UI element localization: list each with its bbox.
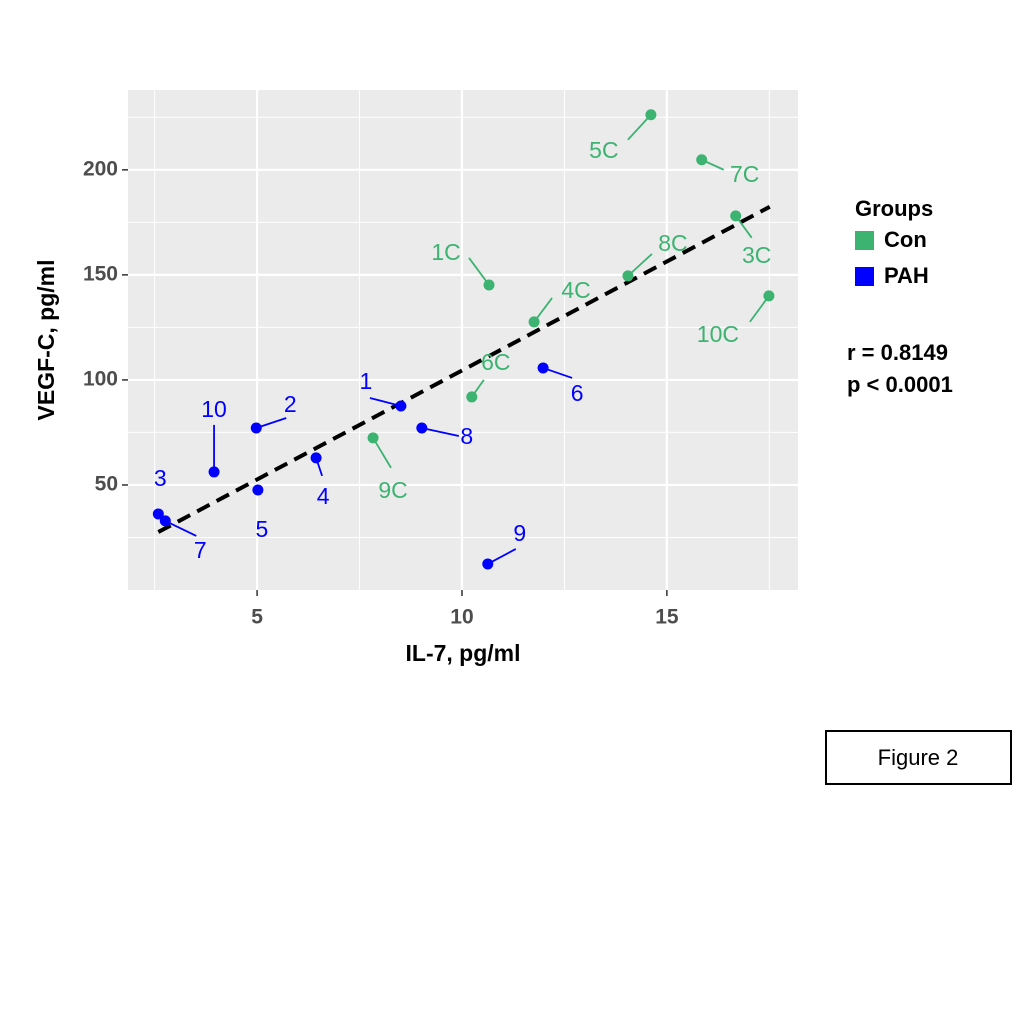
point bbox=[528, 316, 540, 328]
point bbox=[395, 400, 407, 412]
leader-line bbox=[372, 437, 392, 469]
figure-label: Figure 2 bbox=[878, 745, 959, 770]
leader-line bbox=[468, 257, 490, 286]
point-label: 10 bbox=[201, 396, 227, 422]
y-tick-label: 200 bbox=[83, 157, 118, 180]
y-axis-title: VEGF-C, pg/ml bbox=[33, 260, 59, 421]
legend-label: PAH bbox=[884, 263, 929, 288]
point-label: 1C bbox=[431, 239, 460, 265]
point-label: 2 bbox=[284, 391, 297, 417]
point-label: 8 bbox=[460, 423, 473, 449]
point-label: 3 bbox=[154, 465, 167, 491]
point bbox=[367, 432, 379, 444]
point-label: 9 bbox=[513, 520, 526, 546]
legend-label: Con bbox=[884, 227, 927, 252]
point bbox=[159, 515, 171, 527]
point-label: 10C bbox=[697, 321, 739, 347]
grid bbox=[128, 90, 798, 590]
point-label: 7 bbox=[194, 537, 207, 563]
y-tick-label: 150 bbox=[83, 262, 118, 285]
leader-line bbox=[164, 520, 197, 537]
leader-line bbox=[421, 427, 460, 437]
legend-swatch bbox=[855, 267, 874, 286]
leader-line bbox=[627, 114, 652, 141]
figure-label-box bbox=[825, 730, 1012, 785]
point bbox=[152, 508, 164, 520]
trend-line bbox=[157, 205, 771, 534]
point-label: 7C bbox=[730, 161, 759, 187]
point-label: 1 bbox=[360, 368, 373, 394]
point-label: 6C bbox=[481, 349, 510, 375]
point bbox=[466, 391, 478, 403]
point bbox=[763, 290, 775, 302]
point-label: 5C bbox=[589, 137, 618, 163]
annotation: p < 0.0001 bbox=[847, 372, 953, 397]
point bbox=[645, 109, 657, 121]
point-label: 5 bbox=[256, 516, 269, 542]
point bbox=[252, 484, 264, 496]
x-tick-label: 10 bbox=[450, 606, 473, 629]
point bbox=[310, 452, 322, 464]
legend-swatch bbox=[855, 231, 874, 250]
x-axis-title: IL-7, pg/ml bbox=[406, 640, 521, 666]
point bbox=[696, 154, 708, 166]
y-tick-label: 50 bbox=[95, 473, 118, 496]
point bbox=[482, 558, 494, 570]
point bbox=[730, 210, 742, 222]
point bbox=[250, 422, 262, 434]
point-label: 4C bbox=[561, 277, 590, 303]
point-label: 9C bbox=[378, 477, 407, 503]
marks: 1C 5C 7C 3C 8C 4C 10C 6C 9C 1 2 3 4 5 6 7 8 9 10 bbox=[152, 109, 775, 570]
point bbox=[622, 270, 634, 282]
y-tick-label: 100 bbox=[83, 367, 118, 390]
point-label: 6 bbox=[571, 380, 584, 406]
point bbox=[208, 466, 220, 478]
point-label: 8C bbox=[658, 230, 687, 256]
legend-title: Groups bbox=[855, 196, 933, 221]
point bbox=[416, 422, 428, 434]
annotation: r = 0.8149 bbox=[847, 340, 948, 365]
point-label: 4 bbox=[317, 483, 330, 509]
x-tick-label: 15 bbox=[655, 606, 679, 629]
point-label: 3C bbox=[742, 242, 771, 268]
x-tick-label: 5 bbox=[251, 606, 263, 629]
point bbox=[483, 279, 495, 291]
point bbox=[537, 362, 549, 374]
